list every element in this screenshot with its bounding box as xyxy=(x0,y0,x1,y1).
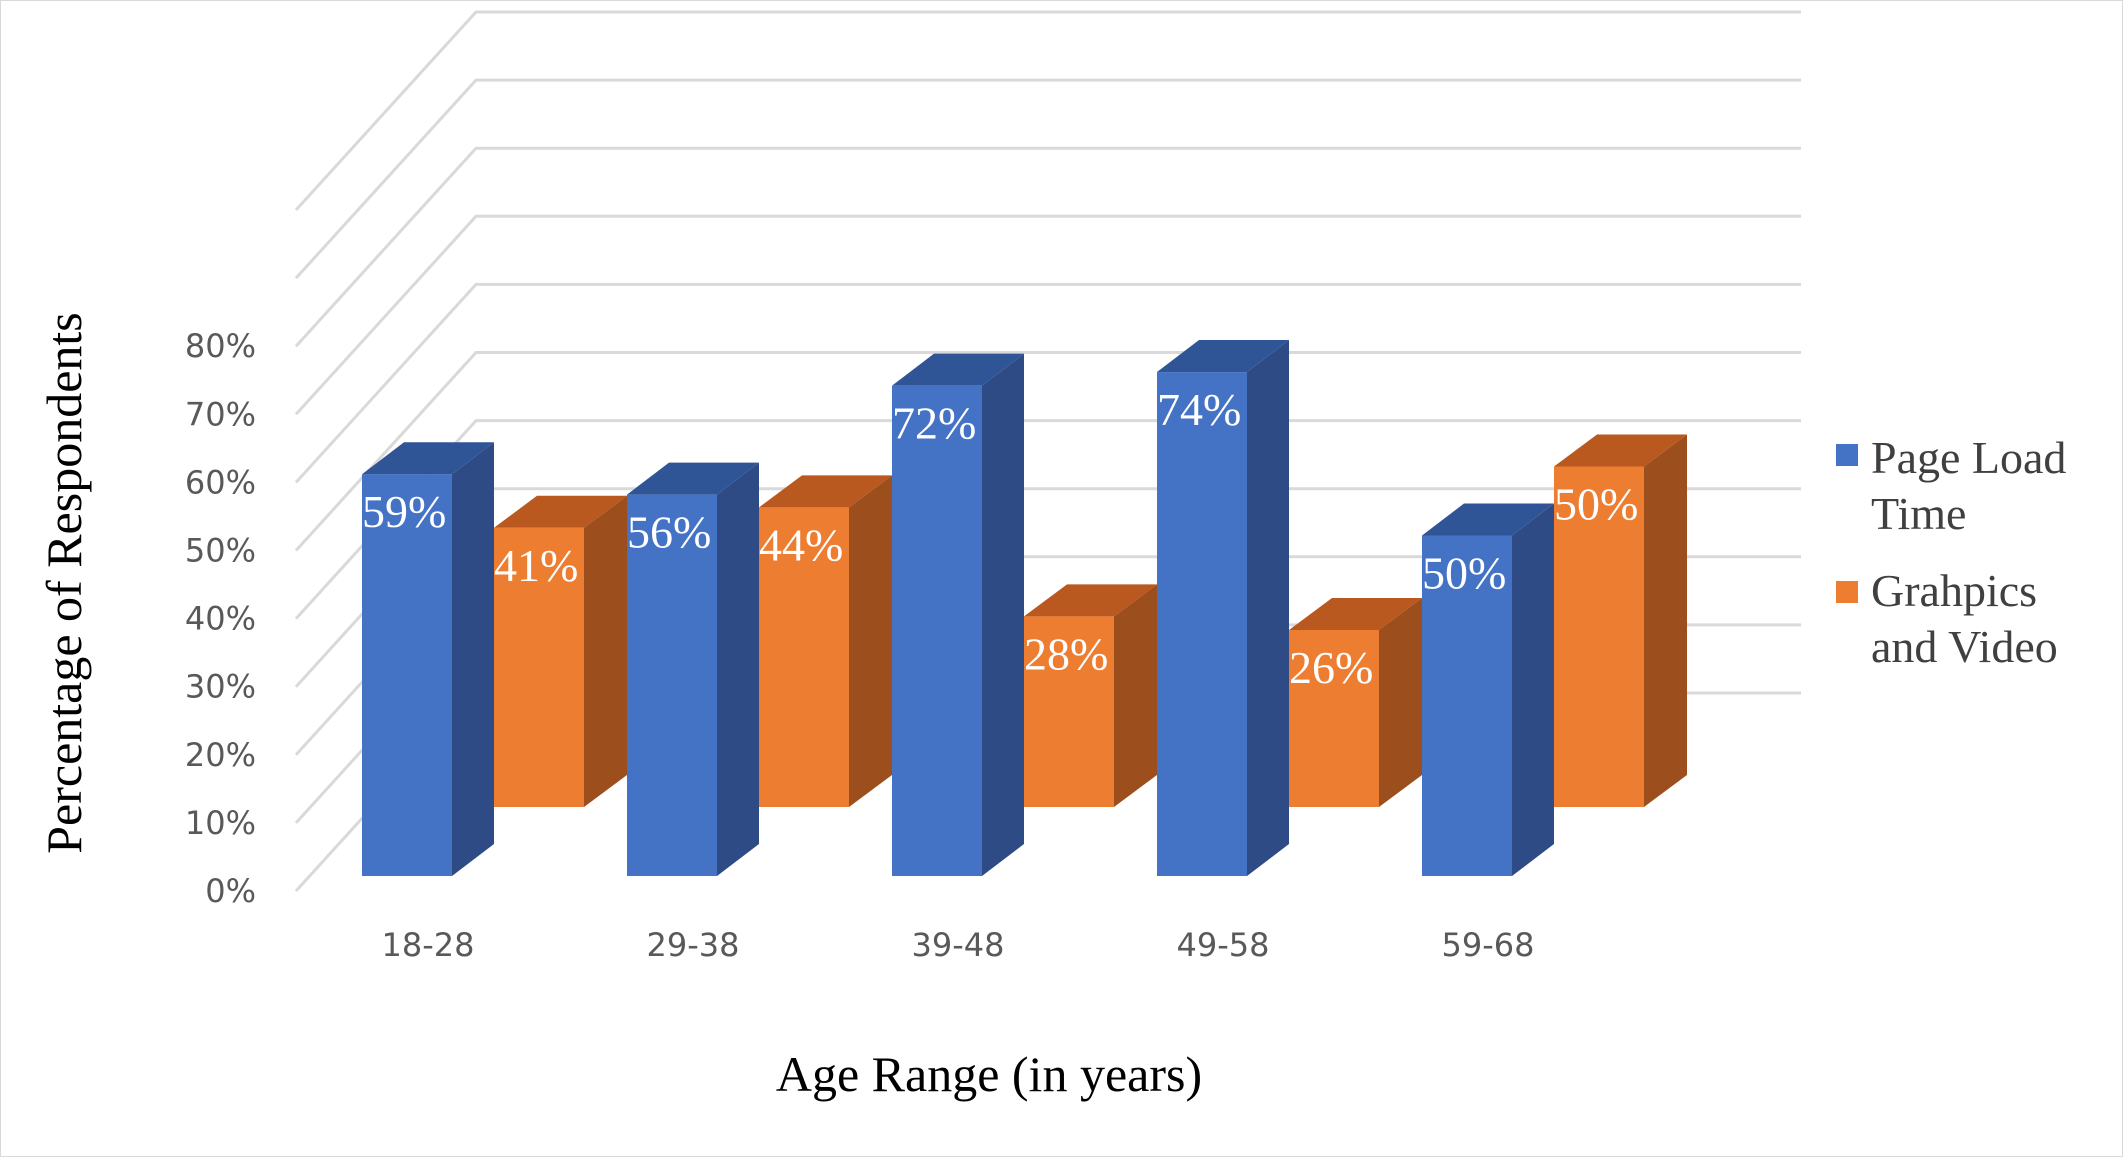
bar-side xyxy=(452,442,494,876)
legend-swatch-graphics-video xyxy=(1836,581,1858,603)
data-label: 72% xyxy=(892,398,976,449)
bar: 44% xyxy=(759,475,892,807)
bar-front xyxy=(892,385,982,876)
gridline xyxy=(294,351,1801,552)
data-label: 28% xyxy=(1024,628,1108,679)
legend-swatch-page-load-time xyxy=(1836,444,1858,466)
bar-top xyxy=(892,353,1024,386)
bar-top xyxy=(1554,434,1687,467)
bar: 28% xyxy=(1024,584,1157,807)
bar-top xyxy=(1157,340,1289,373)
bar: 74% xyxy=(1157,340,1289,876)
bar-top xyxy=(627,462,759,495)
x-tick-label: 18-28 xyxy=(382,926,475,964)
bar: 59% xyxy=(362,442,494,876)
bar-top xyxy=(494,495,627,528)
y-tick-label: 20% xyxy=(185,736,256,774)
bar-front xyxy=(759,507,849,807)
y-tick-label: 0% xyxy=(205,872,256,910)
bar: 41% xyxy=(494,495,627,807)
gridline xyxy=(294,10,1801,212)
bar: 56% xyxy=(627,462,759,876)
bar-side xyxy=(982,353,1024,876)
y-axis-ticks: 0% 10% 20% 30% 40% 50% 60% 70% 80% xyxy=(185,327,256,910)
bars: 41% 44% 28% 26% 50% 59% 56% 72% 74% 50% xyxy=(362,340,1687,876)
legend: Page Load Time Grahpics and Video xyxy=(1836,432,2066,672)
x-tick-label: 49-58 xyxy=(1177,926,1270,964)
bar-top xyxy=(1024,584,1157,617)
bar-side xyxy=(1512,503,1554,876)
bar-top xyxy=(362,442,494,475)
bar-top xyxy=(1289,597,1422,630)
y-tick-label: 10% xyxy=(185,804,256,842)
bar-top xyxy=(1422,503,1554,536)
bar-front xyxy=(1422,535,1512,876)
gridline xyxy=(294,214,1801,416)
bar-front xyxy=(1024,616,1114,807)
legend-label-graphics-video: Grahpics and Video xyxy=(1871,565,2058,672)
bar-front xyxy=(627,494,717,876)
bar-side xyxy=(1379,597,1422,807)
bar-side xyxy=(1114,584,1157,807)
data-label: 41% xyxy=(494,540,578,591)
bar-front xyxy=(362,474,452,876)
bar: 50% xyxy=(1422,503,1554,876)
data-label: 59% xyxy=(362,486,446,537)
bar: 50% xyxy=(1554,434,1687,807)
data-label: 26% xyxy=(1289,642,1373,693)
bar-side xyxy=(717,462,759,876)
data-label: 56% xyxy=(627,507,711,558)
bar-side xyxy=(849,475,892,807)
bar-side xyxy=(1644,434,1687,807)
y-tick-label: 30% xyxy=(185,668,256,706)
bar-front xyxy=(1554,466,1644,807)
gridline xyxy=(294,282,1801,484)
data-label: 44% xyxy=(759,519,843,570)
x-tick-label: 59-68 xyxy=(1442,926,1535,964)
bar-side xyxy=(584,495,627,807)
data-label: 50% xyxy=(1422,548,1506,599)
x-tick-label: 39-48 xyxy=(912,926,1005,964)
bar-front xyxy=(494,527,584,807)
bar-front xyxy=(1157,372,1247,876)
bar-top xyxy=(759,475,892,508)
x-axis-ticks: 18-28 29-38 39-48 49-58 59-68 xyxy=(382,926,1535,964)
y-tick-label: 60% xyxy=(185,463,256,501)
gridline xyxy=(294,78,1801,280)
y-tick-label: 80% xyxy=(185,327,256,365)
y-tick-label: 40% xyxy=(185,600,256,638)
x-axis-title: Age Range (in years) xyxy=(776,1046,1202,1102)
gridline xyxy=(294,146,1801,348)
y-axis-title: Percentage of Respondents xyxy=(36,312,92,854)
x-tick-label: 29-38 xyxy=(647,926,740,964)
y-tick-label: 50% xyxy=(185,532,256,570)
y-tick-label: 70% xyxy=(185,395,256,433)
data-label: 74% xyxy=(1157,384,1241,435)
bar-side xyxy=(1247,340,1289,876)
bar: 72% xyxy=(892,353,1024,876)
data-label: 50% xyxy=(1554,479,1638,530)
gridlines xyxy=(294,10,1801,893)
gridline xyxy=(294,419,1801,620)
bar-front xyxy=(1289,629,1379,807)
bar: 26% xyxy=(1289,597,1422,807)
legend-label-page-load-time: Page Load Time xyxy=(1871,432,2066,539)
